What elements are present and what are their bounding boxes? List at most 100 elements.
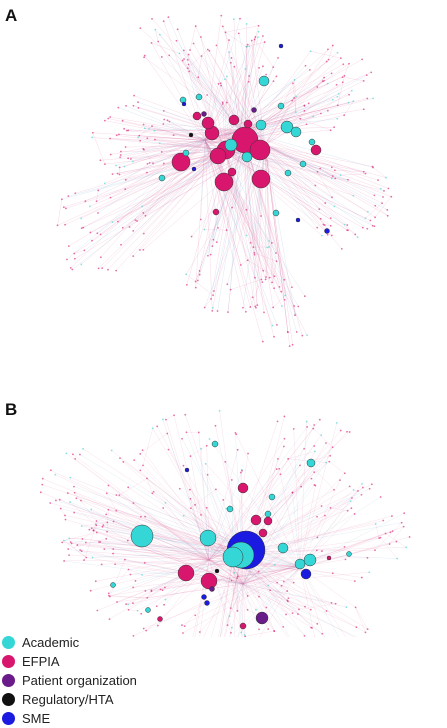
node-dot [151, 125, 153, 128]
node-dot [313, 484, 316, 486]
node-dot [305, 420, 308, 423]
node-dot [362, 79, 365, 82]
node-dot [188, 70, 191, 73]
node-dot [226, 283, 229, 286]
node-dot [389, 531, 392, 534]
node-dot [405, 546, 408, 549]
node-dot [139, 27, 142, 30]
node-dot [334, 602, 337, 605]
node-dot [280, 290, 283, 293]
node-pat [201, 111, 207, 117]
node-dot [276, 581, 279, 584]
legend-item-regulatory-hta: Regulatory/HTA [2, 690, 137, 709]
node-dot [189, 497, 192, 500]
node-dot [62, 539, 65, 542]
node-dot [262, 269, 265, 272]
node-dot [297, 305, 300, 308]
node-dot [361, 226, 364, 229]
node-dot [134, 580, 137, 582]
node-dot [316, 515, 318, 518]
node-dot [200, 514, 202, 516]
node-dot [95, 200, 98, 203]
node-dot [292, 82, 294, 85]
node-dot [374, 549, 376, 552]
node-dot [235, 433, 238, 436]
node-dot [334, 177, 337, 180]
node-dot [105, 537, 108, 540]
node-dot [395, 540, 398, 543]
node-dot [230, 579, 233, 582]
node-dot [326, 82, 329, 85]
node-dot [152, 490, 155, 493]
node-dot [242, 306, 244, 309]
node-dot [236, 610, 239, 612]
node-dot [186, 58, 189, 61]
node-dot [273, 275, 276, 278]
node-dot [91, 131, 94, 134]
node-dot [91, 239, 93, 242]
node-dot [181, 437, 183, 440]
node-dot [331, 98, 334, 101]
node-reg [214, 568, 220, 574]
node-dot [299, 117, 302, 120]
node-dot [215, 44, 218, 47]
node-dot [245, 208, 248, 211]
node-dot [111, 221, 114, 224]
node-dot [341, 76, 344, 79]
node-dot [120, 243, 122, 246]
node-dot [234, 432, 237, 434]
node-dot [84, 541, 87, 544]
node-dot [255, 608, 257, 611]
node-dot [354, 233, 357, 236]
node-dot [142, 248, 145, 251]
node-dot [212, 238, 215, 241]
legend-label: SME [22, 711, 51, 726]
node-dot [327, 58, 330, 61]
node-aca [241, 151, 253, 163]
legend-item-academic: Academic [2, 633, 137, 652]
node-dot [366, 210, 369, 213]
node-dot [343, 114, 346, 117]
node-dot [316, 170, 319, 173]
node-dot [90, 527, 93, 530]
node-dot [49, 502, 52, 504]
node-dot [103, 119, 106, 122]
node-dot [132, 502, 135, 505]
node-dot [265, 73, 267, 76]
node-dot [159, 588, 162, 591]
node-dot [323, 224, 326, 227]
node-dot [165, 418, 167, 421]
node-dot [185, 273, 188, 276]
node-dot [248, 45, 251, 48]
node-dot [94, 580, 97, 583]
node-dot [58, 498, 61, 501]
node-dot [141, 449, 144, 452]
panel-b-label: B [5, 400, 18, 419]
node-dot [278, 467, 281, 470]
node-dot [109, 116, 112, 118]
node-dot [336, 51, 339, 54]
node-dot [227, 311, 229, 314]
node-dot [275, 252, 277, 254]
node-dot [162, 20, 165, 23]
node-dot [90, 508, 93, 511]
node-dot [303, 295, 306, 298]
node-dot [89, 231, 92, 234]
node-dot [276, 420, 279, 423]
node-dot [185, 283, 188, 286]
node-dot [306, 334, 309, 337]
node-dot [247, 452, 249, 455]
node-dot [228, 39, 230, 41]
node-efp [239, 622, 247, 630]
node-efp [192, 111, 202, 121]
node-sme [278, 43, 284, 49]
node-dot [323, 76, 326, 79]
node-dot [378, 537, 381, 540]
node-dot [319, 167, 322, 170]
node-aca [258, 75, 270, 87]
node-dot [240, 631, 243, 634]
node-dot [249, 306, 252, 308]
node-dot [39, 491, 42, 494]
node-dot [237, 32, 240, 35]
node-dot [382, 519, 385, 522]
